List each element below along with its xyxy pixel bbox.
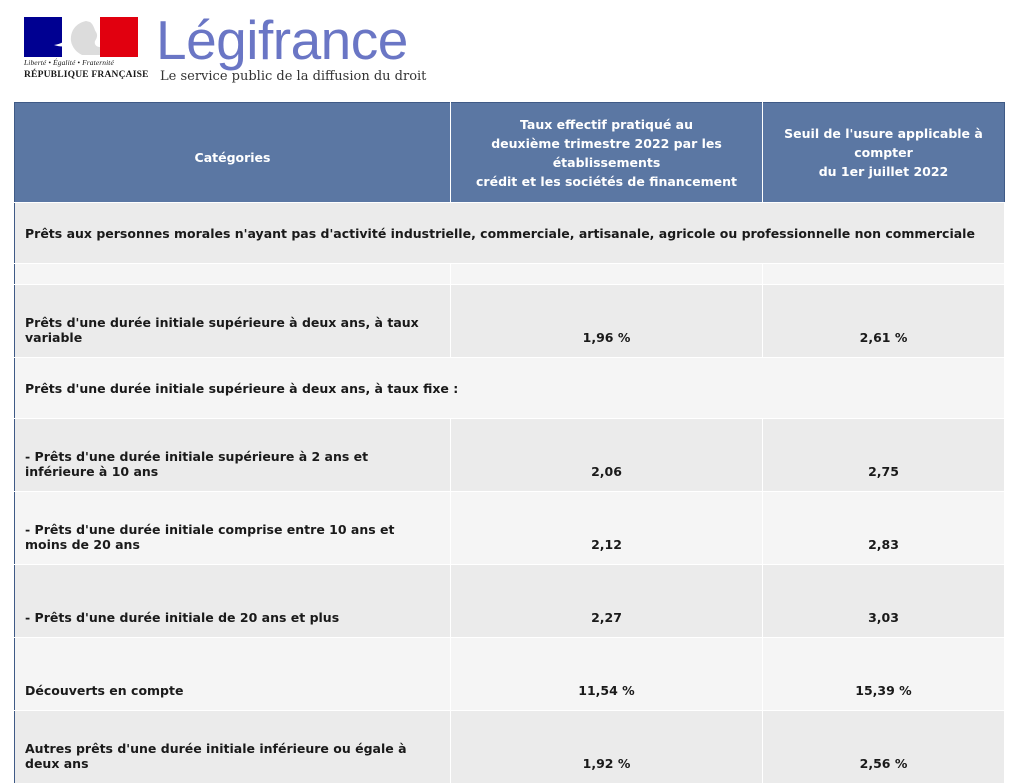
header-seuil-usure: Seuil de l'usure applicable à compter du… (762, 102, 1005, 203)
section-title: Prêts aux personnes morales n'ayant pas … (14, 202, 1005, 264)
republic-motto: Liberté • Égalité • Fraternité (24, 58, 114, 67)
row-taux: 2,27 (450, 564, 763, 638)
section-row: Prêts aux personnes morales n'ayant pas … (14, 202, 1005, 264)
brand-title[interactable]: Légifrance (156, 9, 408, 71)
row-seuil: 2,75 (762, 418, 1005, 492)
table-row: - Prêts d'une durée initiale supérieure … (14, 418, 1005, 492)
header-taux-line: deuxième trimestre 2022 par les établiss… (491, 135, 722, 170)
header-taux-line: Taux effectif pratiqué au (519, 116, 694, 132)
row-seuil: 2,56 % (762, 710, 1005, 784)
row-taux: 2,06 (450, 418, 763, 492)
row-seuil: 2,61 % (762, 284, 1005, 358)
spacer-row (14, 263, 1005, 285)
header-seuil-line: du 1er juillet 2022 (818, 164, 949, 179)
table-row: - Prêts d'une durée initiale comprise en… (14, 491, 1005, 565)
site-header: Liberté • Égalité • Fraternité RÉPUBLIQU… (0, 0, 1018, 100)
spacer-cell (762, 263, 1005, 285)
republic-name: RÉPUBLIQUE FRANÇAISE (24, 70, 149, 80)
table-row: Prêts d'une durée initiale supérieure à … (14, 357, 1005, 419)
row-taux: 1,92 % (450, 710, 763, 784)
row-label: - Prêts d'une durée initiale de 20 ans e… (14, 564, 451, 638)
table-header-row: Catégories Taux effectif pratiqué au deu… (14, 102, 1005, 203)
row-taux: 2,12 (450, 491, 763, 565)
table-row: Autres prêts d'une durée initiale inféri… (14, 710, 1005, 784)
header-taux-line: crédit et les sociétés de financement (476, 173, 737, 189)
row-seuil: 3,03 (762, 564, 1005, 638)
table-row: Prêts d'une durée initiale supérieure à … (14, 284, 1005, 358)
row-label: - Prêts d'une durée initiale comprise en… (14, 491, 451, 565)
brand-tagline: Le service public de la diffusion du dro… (160, 69, 427, 84)
table-row: - Prêts d'une durée initiale de 20 ans e… (14, 564, 1005, 638)
row-taux: 11,54 % (450, 637, 763, 711)
usury-rates-table: Catégories Taux effectif pratiqué au deu… (14, 102, 1005, 784)
row-label: Prêts d'une durée initiale supérieure à … (14, 357, 1005, 419)
spacer-cell (14, 263, 451, 285)
header-seuil-line: Seuil de l'usure applicable à compter (784, 126, 983, 160)
row-label: Prêts d'une durée initiale supérieure à … (14, 284, 451, 358)
row-taux: 1,96 % (450, 284, 763, 358)
spacer-cell (450, 263, 763, 285)
table-row: Découverts en compte 11,54 % 15,39 % (14, 637, 1005, 711)
header-taux-effectif: Taux effectif pratiqué au deuxième trime… (450, 102, 763, 203)
row-seuil: 2,83 (762, 491, 1005, 565)
row-label: Autres prêts d'une durée initiale inféri… (14, 710, 451, 784)
header-categories: Catégories (14, 102, 451, 203)
marianne-logo (24, 17, 138, 57)
row-seuil: 15,39 % (762, 637, 1005, 711)
row-label: - Prêts d'une durée initiale supérieure … (14, 418, 451, 492)
row-label: Découverts en compte (14, 637, 451, 711)
